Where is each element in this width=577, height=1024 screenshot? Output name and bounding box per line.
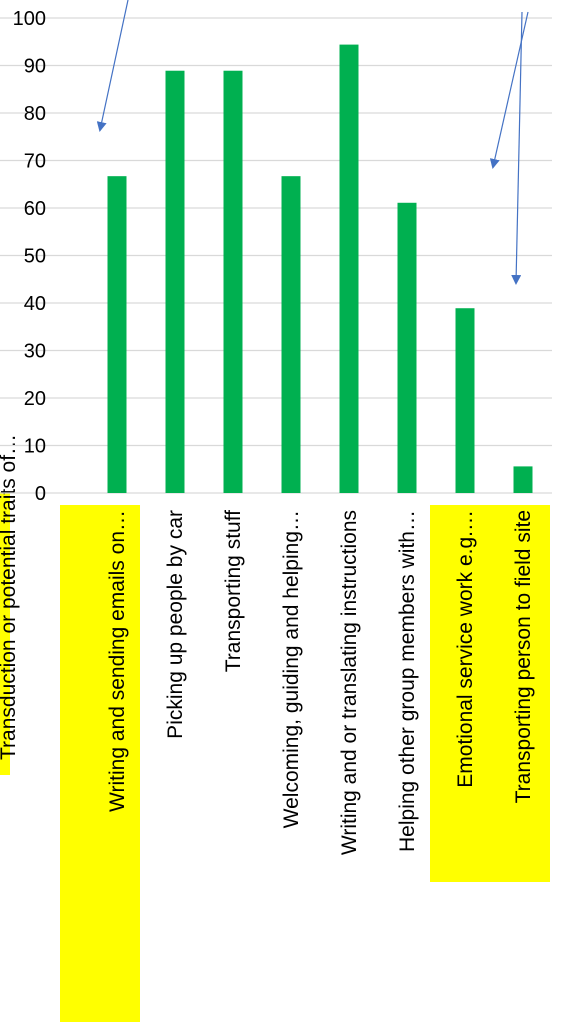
y-tick-label: 100 [13, 8, 46, 30]
y-tick-label: 70 [24, 151, 46, 173]
y-tick-label: 90 [24, 56, 46, 78]
bar [165, 70, 185, 493]
bar [397, 202, 417, 493]
annotation-arrow-2 [489, 11, 529, 169]
category-label: Welcoming, guiding and helping… [280, 510, 303, 828]
bar [107, 176, 127, 494]
y-tick-label: 40 [24, 293, 46, 315]
category-labels: Writing and sending emails on… Picking up… [106, 510, 535, 855]
annotation-arrows [96, 0, 529, 285]
highlight-box-emotional-transport [430, 505, 550, 882]
category-label: Picking up people by car [164, 510, 187, 739]
category-label: Writing and or translating instructions [338, 510, 361, 855]
y-tick-label: 80 [24, 103, 46, 125]
category-label: Emotional service work e.g.… [454, 510, 477, 788]
y-tick-label: 0 [35, 483, 46, 505]
bar [281, 176, 301, 494]
left-partial-highlight [0, 492, 10, 775]
bar [223, 70, 243, 493]
bar [513, 466, 533, 493]
bar [339, 44, 359, 493]
category-label: Transporting stuff [222, 510, 245, 672]
category-label: Transporting person to field site [512, 510, 535, 803]
annotation-arrow-1 [96, 0, 129, 132]
y-axis-ticks: 0 10 20 30 40 50 60 70 80 90 100 [13, 8, 46, 505]
bar [455, 308, 475, 493]
category-label: Helping other group members with… [396, 510, 419, 852]
y-tick-label: 60 [24, 198, 46, 220]
y-tick-label: 10 [24, 436, 46, 458]
category-label: Writing and sending emails on… [106, 510, 129, 812]
highlight-box-writing-emails [60, 505, 140, 1022]
y-tick-label: 30 [24, 341, 46, 363]
y-tick-label: 50 [24, 246, 46, 268]
y-tick-label: 20 [24, 388, 46, 410]
bars [107, 44, 533, 494]
annotation-arrow-3 [511, 11, 523, 285]
